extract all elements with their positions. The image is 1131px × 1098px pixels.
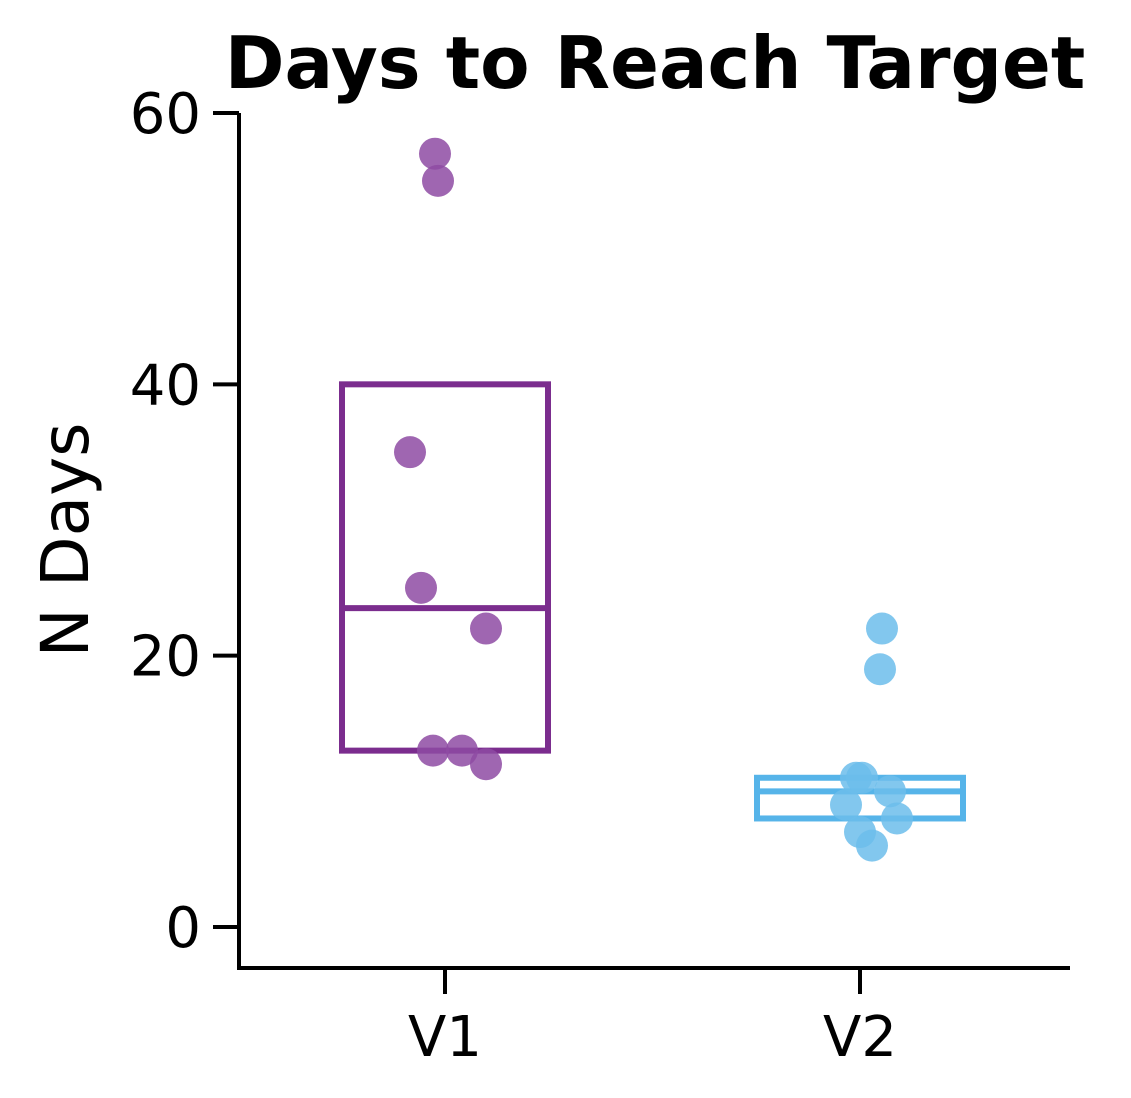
data-point-v2: [866, 612, 898, 645]
data-point-v1: [417, 734, 449, 767]
data-point-v2: [864, 653, 896, 686]
axes: 0 20 40 60 V1 V2: [130, 82, 1070, 1070]
data-points: [394, 137, 913, 862]
y-tick-label: 60: [130, 82, 201, 147]
data-point-v1: [470, 612, 502, 645]
y-tick-label: 40: [130, 353, 201, 418]
chart-title: Days to Reach Target: [225, 21, 1086, 105]
y-tick-label: 0: [165, 896, 201, 961]
data-point-v1: [422, 164, 454, 197]
data-point-v2: [830, 788, 862, 821]
data-point-v2: [856, 829, 888, 862]
y-tick-label: 20: [130, 625, 201, 690]
y-axis-label: N Days: [27, 422, 104, 657]
data-point-v1: [419, 137, 451, 170]
data-point-v2: [846, 761, 878, 794]
data-point-v1: [470, 748, 502, 781]
x-tick-label: V1: [408, 1005, 482, 1070]
data-point-v2: [874, 775, 906, 808]
data-point-v1: [405, 571, 437, 604]
data-point-v1: [446, 734, 478, 767]
data-point-v1: [394, 436, 426, 469]
data-point-v2: [881, 802, 913, 835]
x-tick-label: V2: [823, 1005, 897, 1070]
box-v1: [339, 381, 551, 754]
